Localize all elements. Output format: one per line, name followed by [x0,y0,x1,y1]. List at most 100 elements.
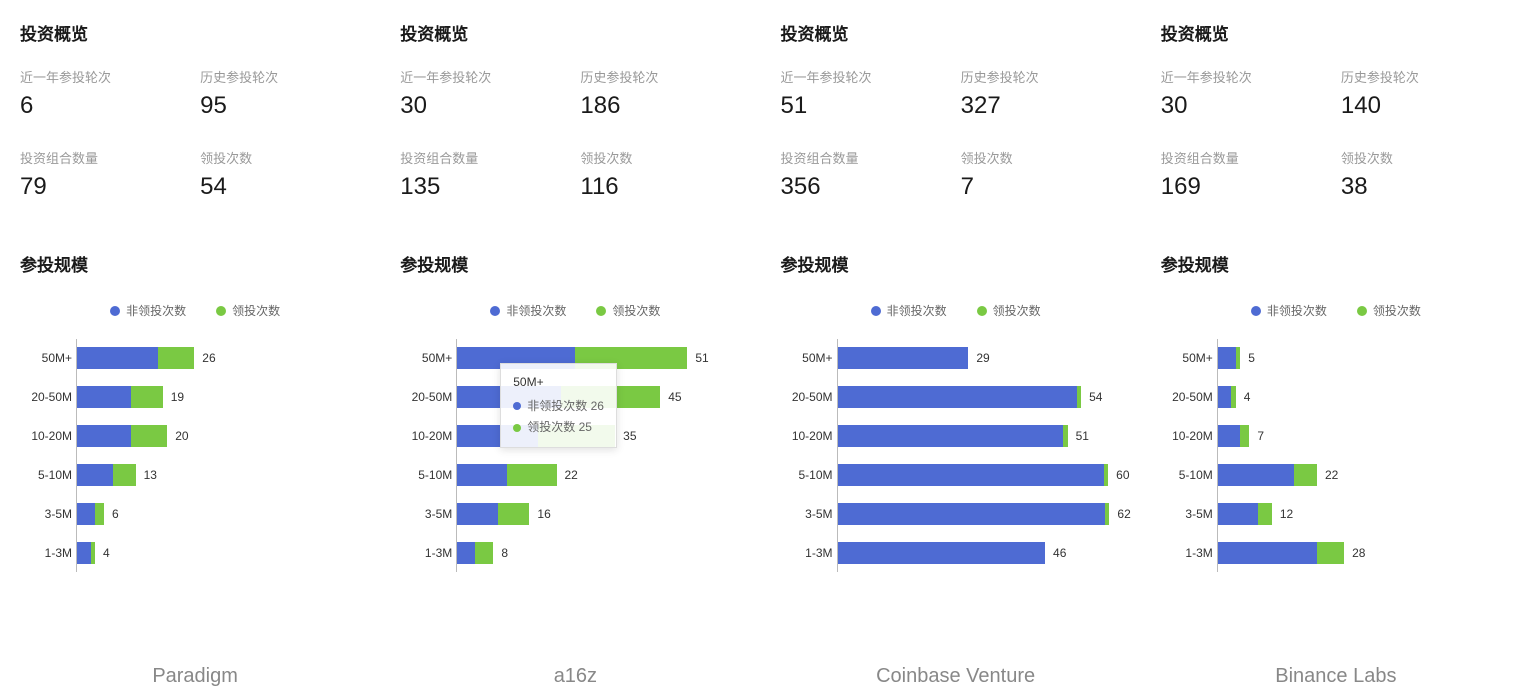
y-axis-spine [837,339,838,572]
bar-row[interactable]: 5-10M22 [400,462,750,488]
stat-value: 30 [400,92,570,120]
bars-area: 50M+5 20-50M4 10-20M7 5-10M22 3-5M12 1-3M28 [1161,345,1511,566]
stat-grid: 近一年参投轮次 51 历史参投轮次 327 投资组合数量 356 领投次数 7 [781,67,1131,201]
bar-track: 7 [1217,423,1511,449]
bar-category-label: 3-5M [1161,507,1217,521]
stat-label: 领投次数 [580,148,750,167]
bar-segment-lead [1236,347,1241,369]
bar-segment-nonlead [1218,542,1317,564]
bar-row[interactable]: 1-3M4 [20,540,370,566]
bar-row[interactable]: 20-50M19 [20,384,370,410]
legend-dot-icon [1251,306,1261,316]
legend-lead[interactable]: 领投次数 [216,302,280,319]
bar-total-label: 28 [1352,546,1365,560]
overview-title: 投资概览 [400,20,750,45]
legend-lead[interactable]: 领投次数 [596,302,660,319]
stat-value: 186 [580,92,750,120]
bar-row[interactable]: 10-20M51 [781,423,1131,449]
bar-total-label: 54 [1089,390,1102,404]
stat-grid: 近一年参投轮次 30 历史参投轮次 140 投资组合数量 169 领投次数 38 [1161,67,1511,201]
stat-label: 领投次数 [961,148,1131,167]
stat-value: 356 [781,173,951,201]
chart-legend: 非领投次数 领投次数 [400,302,750,319]
bar-track: 60 [837,462,1131,488]
bar-category-label: 20-50M [1161,390,1217,404]
bar-segment-nonlead [77,464,113,486]
bar-category-label: 5-10M [20,468,76,482]
stat-value: 7 [961,173,1131,201]
bar-row[interactable]: 20-50M45 [400,384,750,410]
legend-label: 领投次数 [1373,302,1421,319]
bar-segment-nonlead [838,347,969,369]
bar-row[interactable]: 20-50M54 [781,384,1131,410]
stat-label: 历史参投轮次 [580,67,750,86]
legend-label: 领投次数 [612,302,660,319]
bar-row[interactable]: 1-3M8 [400,540,750,566]
legend-nonlead[interactable]: 非领投次数 [110,302,186,319]
bar-track: 16 [456,501,750,527]
panel-binance-labs: 投资概览 近一年参投轮次 30 历史参投轮次 140 投资组合数量 169 领投… [1161,20,1511,688]
chart-legend: 非领投次数 领投次数 [781,302,1131,319]
bar-row[interactable]: 5-10M13 [20,462,370,488]
stat-value: 135 [400,173,570,201]
bar-row[interactable]: 3-5M62 [781,501,1131,527]
stat-label: 近一年参投轮次 [20,67,190,86]
bar-row[interactable]: 1-3M46 [781,540,1131,566]
bar-row[interactable]: 3-5M12 [1161,501,1511,527]
stat-value: 116 [580,173,750,201]
legend-label: 非领投次数 [126,302,186,319]
stat-value: 140 [1341,92,1511,120]
legend-label: 领投次数 [993,302,1041,319]
panel-name: a16z [400,641,750,688]
bar-track: 12 [1217,501,1511,527]
bar-row[interactable]: 3-5M16 [400,501,750,527]
stat-near-year: 近一年参投轮次 30 [400,67,570,120]
bar-segment-lead [475,542,493,564]
stat-label: 近一年参投轮次 [781,67,951,86]
stat-history: 历史参投轮次 186 [580,67,750,120]
panel-a16z: 投资概览 近一年参投轮次 30 历史参投轮次 186 投资组合数量 135 领投… [400,20,750,688]
bar-row[interactable]: 10-20M35 [400,423,750,449]
chart-legend: 非领投次数 领投次数 [20,302,370,319]
bar-row[interactable]: 1-3M28 [1161,540,1511,566]
legend-lead[interactable]: 领投次数 [1357,302,1421,319]
stat-near-year: 近一年参投轮次 30 [1161,67,1331,120]
bar-segment-nonlead [1218,425,1241,447]
bar-total-label: 35 [623,429,636,443]
bar-track: 13 [76,462,370,488]
bar-segment-nonlead [77,386,131,408]
bar-total-label: 22 [565,468,578,482]
bar-track: 28 [1217,540,1511,566]
stat-label: 历史参投轮次 [1341,67,1511,86]
bar-row[interactable]: 50M+5 [1161,345,1511,371]
bar-segment-nonlead [838,464,1104,486]
legend-nonlead[interactable]: 非领投次数 [490,302,566,319]
bar-row[interactable]: 50M+26 [20,345,370,371]
legend-nonlead[interactable]: 非领投次数 [871,302,947,319]
stat-value: 30 [1161,92,1331,120]
bar-category-label: 50M+ [781,351,837,365]
bars-area: 50M+26 20-50M19 10-20M20 5-10M13 3-5M6 1-3M4 [20,345,370,566]
bar-segment-nonlead [457,464,507,486]
bar-segment-lead [131,386,163,408]
bar-row[interactable]: 10-20M7 [1161,423,1511,449]
bar-track: 22 [1217,462,1511,488]
legend-nonlead[interactable]: 非领投次数 [1251,302,1327,319]
bar-segment-lead [1077,386,1082,408]
bar-row[interactable]: 50M+51 [400,345,750,371]
bar-row[interactable]: 50M+29 [781,345,1131,371]
bar-row[interactable]: 20-50M4 [1161,384,1511,410]
bar-total-label: 60 [1116,468,1129,482]
stat-value: 54 [200,173,370,201]
bars-area: 50M+51 20-50M45 10-20M35 5-10M22 3-5M16 1-3M8… [400,345,750,566]
bar-row[interactable]: 10-20M20 [20,423,370,449]
stat-history: 历史参投轮次 95 [200,67,370,120]
bar-total-label: 4 [103,546,110,560]
legend-label: 非领投次数 [506,302,566,319]
bar-row[interactable]: 5-10M60 [781,462,1131,488]
stat-lead: 领投次数 116 [580,148,750,201]
bar-row[interactable]: 5-10M22 [1161,462,1511,488]
bar-row[interactable]: 3-5M6 [20,501,370,527]
legend-lead[interactable]: 领投次数 [977,302,1041,319]
bar-total-label: 7 [1257,429,1264,443]
